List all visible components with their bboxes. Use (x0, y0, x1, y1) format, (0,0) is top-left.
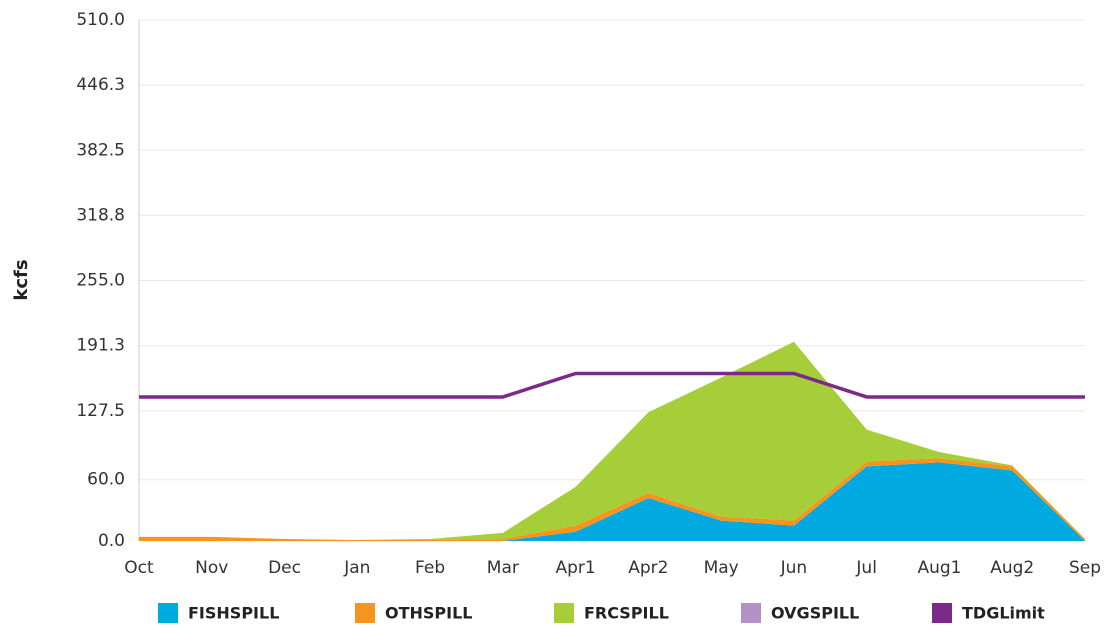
x-tick-label: Nov (195, 558, 228, 578)
line (139, 371, 1085, 399)
y-tick-label: 382.5 (76, 140, 125, 160)
legend-swatch (355, 603, 375, 623)
x-tick-label: Jan (343, 558, 370, 578)
legend-label: FISHSPILL (188, 604, 279, 623)
legend-swatch (158, 603, 178, 623)
y-tick-label: 510.0 (76, 10, 125, 30)
x-tick-label: Feb (415, 558, 445, 578)
area (139, 462, 1085, 541)
legend-label: OVGSPILL (771, 604, 859, 623)
x-tick-label: Apr2 (628, 558, 668, 578)
area (139, 458, 1085, 541)
y-axis-label: kcfs (11, 259, 32, 300)
y-tick-label: 60.0 (87, 470, 125, 490)
x-tick-label: Aug2 (990, 558, 1034, 578)
legend-label: OTHSPILL (385, 604, 473, 623)
y-tick-label: 255.0 (76, 271, 125, 291)
x-tick-label: Apr1 (555, 558, 595, 578)
legend-label: TDGLimit (962, 604, 1045, 623)
x-tick-label: Aug1 (917, 558, 961, 578)
y-tick-label: 191.3 (76, 336, 125, 356)
y-tick-label: 318.8 (76, 205, 125, 225)
legend-swatch (741, 603, 761, 623)
x-tick-label: May (704, 558, 739, 578)
y-tick-label: 446.3 (76, 75, 125, 95)
x-tick-label: Oct (124, 558, 154, 578)
x-tick-label: Jun (780, 558, 808, 578)
x-tick-label: Mar (487, 558, 519, 578)
x-tick-label: Dec (268, 558, 301, 578)
x-tick-label: Jul (855, 558, 877, 578)
y-tick-label: 127.5 (76, 401, 125, 421)
x-tick-label: Sep (1069, 558, 1101, 578)
area (139, 341, 1085, 540)
legend-swatch (932, 603, 952, 623)
legend-swatch (554, 603, 574, 623)
y-tick-label: 0.0 (98, 531, 125, 551)
legend-label: FRCSPILL (584, 604, 669, 623)
